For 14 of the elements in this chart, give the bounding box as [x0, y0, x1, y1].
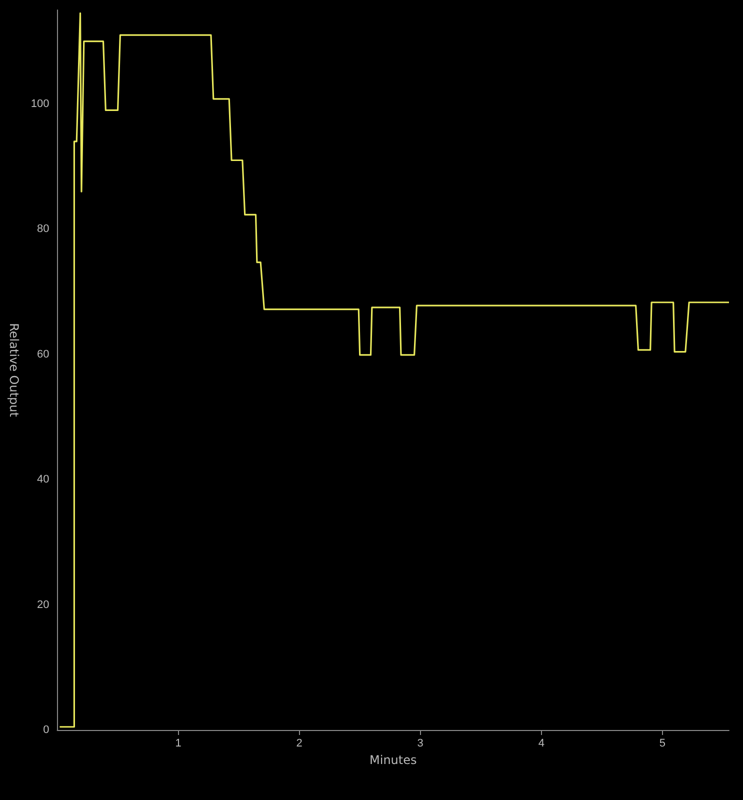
- y-tick-label: 60: [37, 348, 50, 360]
- y-tick-label: 100: [30, 98, 50, 110]
- y-axis-title: Relative Output: [7, 323, 21, 418]
- x-tick-label: 2: [296, 738, 302, 750]
- x-tick-label: 1: [175, 738, 182, 750]
- x-axis-title: Minutes: [370, 752, 417, 767]
- y-tick-label: 80: [37, 223, 50, 236]
- x-tick-label: 4: [538, 738, 544, 750]
- x-tick-label: 5: [659, 738, 666, 750]
- y-tick-label: 0: [43, 724, 50, 736]
- y-tick-label: 20: [37, 598, 50, 611]
- line-series: [58, 12, 730, 728]
- x-tick-label: 3: [417, 738, 424, 750]
- y-tick-label: 40: [37, 474, 50, 486]
